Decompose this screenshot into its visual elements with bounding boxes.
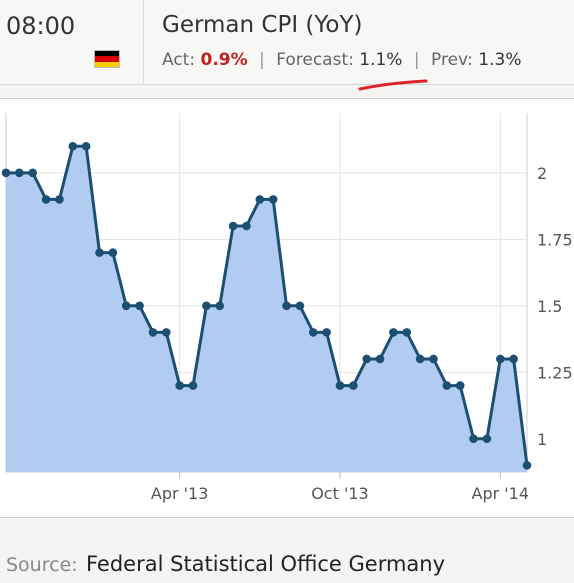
y-tick-label: 1 [537, 430, 547, 449]
previous-label: Prev: [431, 50, 473, 70]
cpi-data-point [509, 354, 518, 364]
cpi-data-point [469, 434, 478, 444]
pen-underline-mark [358, 79, 428, 91]
y-tick-label: 1.25 [537, 363, 573, 382]
cpi-area-fill [6, 146, 527, 473]
source-label: Source: [6, 554, 78, 576]
cpi-data-point [202, 301, 211, 311]
event-time: 08:00 [6, 12, 76, 40]
flag-stripe-red [95, 56, 119, 62]
cpi-data-point [135, 301, 144, 311]
cpi-data-point [522, 461, 532, 470]
stats-separator: | [413, 50, 420, 70]
cpi-data-point [81, 141, 91, 151]
source-value: Federal Statistical Office Germany [86, 552, 446, 576]
x-tick-label: Oct '13 [311, 484, 369, 503]
cpi-data-point [148, 328, 158, 337]
previous-value: 1.3% [478, 50, 522, 70]
cpi-data-point [41, 195, 51, 204]
germany-flag-icon [94, 50, 120, 68]
cpi-data-point [175, 381, 184, 390]
chart-card: 1 1.25 1.5 1.75 2 Apr '13 Oct '13 Apr '14 [0, 98, 574, 518]
stats-separator: | [259, 50, 265, 70]
cpi-data-point [68, 141, 78, 151]
y-tick-label: 1.5 [537, 297, 562, 316]
y-tick-label: 2 [537, 164, 547, 183]
cpi-data-point [295, 301, 305, 311]
forecast-value: 1.1% [359, 50, 403, 70]
cpi-data-point [242, 221, 251, 231]
cpi-data-point [282, 301, 291, 311]
cpi-data-point [322, 328, 331, 337]
cpi-data-point [349, 381, 358, 390]
cpi-data-point [15, 168, 24, 178]
cpi-data-point [375, 354, 385, 364]
cpi-data-point [389, 328, 398, 337]
cpi-data-point [55, 195, 64, 204]
cpi-data-point [188, 381, 198, 390]
cpi-data-point [429, 354, 438, 364]
actual-label: Act: [162, 50, 196, 70]
cpi-data-point [482, 434, 492, 444]
x-tick-label: Apr '13 [151, 484, 209, 503]
cpi-data-point [121, 301, 131, 311]
cpi-data-point [255, 195, 265, 204]
cpi-series-line [6, 144, 529, 466]
cpi-data-point [402, 328, 412, 337]
cpi-area-chart: 1 1.25 1.5 1.75 2 Apr '13 Oct '13 Apr '14 [1, 113, 573, 503]
cpi-data-point [415, 354, 425, 364]
event-title: German CPI (YoY) [162, 12, 363, 38]
event-header: 08:00 German CPI (YoY) Act: 0.9% | Forec… [0, 0, 574, 91]
cpi-data-point [28, 168, 38, 178]
cpi-data-point [268, 195, 278, 204]
cpi-data-point [442, 381, 452, 390]
y-tick-label: 1.75 [537, 230, 573, 249]
cpi-data-point [215, 301, 225, 311]
cpi-data-point [495, 354, 505, 364]
cpi-data-point [108, 248, 118, 257]
cpi-data-point [162, 328, 171, 337]
cpi-data-point [1, 168, 11, 178]
cpi-data-point [95, 248, 104, 257]
cpi-data-point [228, 221, 238, 231]
x-tick-label: Apr '14 [472, 484, 530, 503]
cpi-data-point [455, 381, 465, 390]
forecast-label: Forecast: [276, 50, 354, 70]
actual-value: 0.9% [200, 50, 248, 70]
cpi-data-point [308, 328, 318, 337]
event-stats: Act: 0.9% | Forecast: 1.1% | Prev: 1.3% [162, 50, 522, 70]
cpi-data-point [362, 354, 371, 364]
header-divider [143, 0, 144, 84]
footer: Source: Federal Statistical Office Germa… [0, 516, 574, 583]
flag-stripe-gold [95, 61, 119, 67]
flag-stripe-black [95, 51, 119, 57]
cpi-data-point [335, 381, 345, 390]
